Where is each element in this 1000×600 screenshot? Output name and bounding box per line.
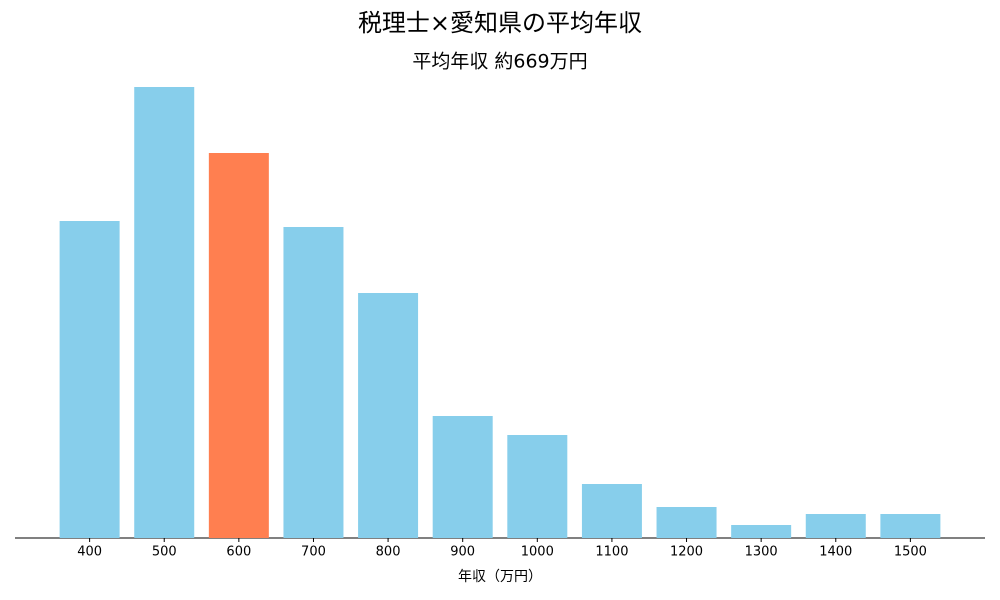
x-axis-label: 年収（万円）: [458, 569, 542, 585]
x-tick-label: 1500: [894, 545, 927, 560]
bar: [432, 416, 493, 538]
bar: [208, 153, 269, 538]
x-tick-label: 400: [77, 545, 102, 560]
bar: [283, 227, 344, 538]
bar: [507, 435, 568, 538]
x-tick-label: 1000: [521, 545, 554, 560]
chart-subtitle: 平均年収 約669万円: [412, 51, 587, 73]
bar: [731, 525, 792, 538]
x-tick-label: 800: [376, 545, 401, 560]
x-tick-label: 1300: [745, 545, 778, 560]
x-tick-label: 500: [152, 545, 177, 560]
bar: [656, 507, 717, 538]
bar: [358, 293, 419, 538]
bar: [134, 87, 195, 538]
x-tick-label: 1200: [670, 545, 703, 560]
x-tick-label: 1100: [595, 545, 628, 560]
bar: [59, 221, 120, 538]
x-tick-label: 600: [226, 545, 251, 560]
bar: [880, 514, 941, 538]
bar: [805, 514, 866, 538]
x-tick-label: 900: [450, 545, 475, 560]
bar: [581, 484, 642, 538]
x-tick-label: 700: [301, 545, 326, 560]
chart-title: 税理士×愛知県の平均年収: [358, 9, 642, 37]
x-tick-label: 1400: [819, 545, 852, 560]
